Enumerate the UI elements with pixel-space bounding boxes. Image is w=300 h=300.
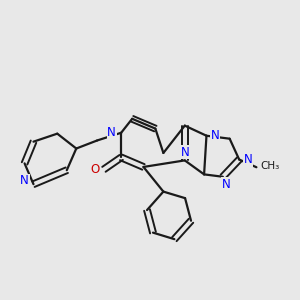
- Text: N: N: [244, 153, 253, 166]
- Text: N: N: [210, 129, 219, 142]
- Text: CH₃: CH₃: [260, 161, 279, 171]
- Text: N: N: [221, 178, 230, 191]
- Text: N: N: [107, 126, 116, 139]
- Text: N: N: [180, 146, 189, 159]
- Text: N: N: [20, 174, 29, 187]
- Text: O: O: [90, 163, 100, 176]
